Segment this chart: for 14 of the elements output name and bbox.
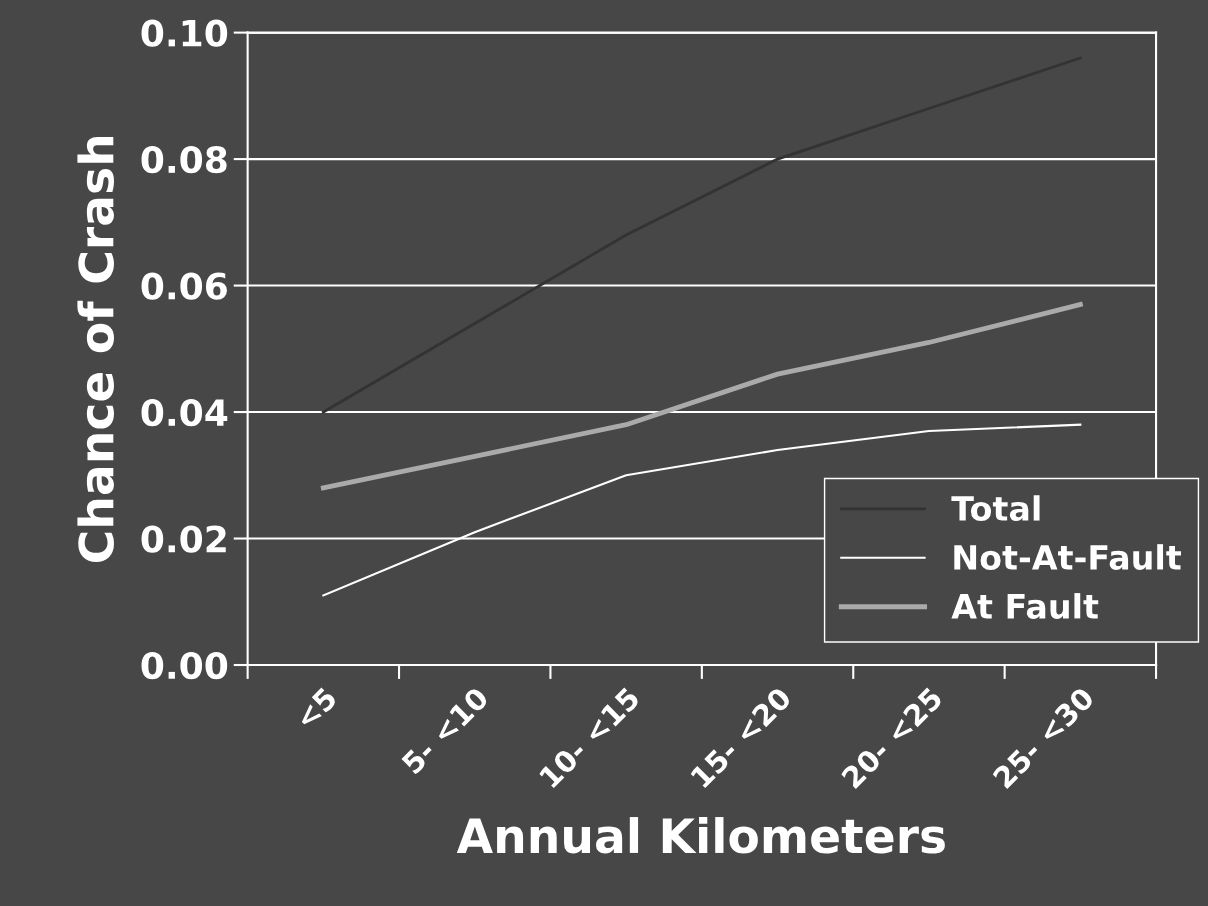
x-axis-title: Annual Kilometers xyxy=(456,817,945,854)
y-tick-label: 0.02 xyxy=(141,525,226,553)
legend-label: At Fault xyxy=(951,593,1099,619)
x-tick-label: <5 xyxy=(294,686,338,730)
y-tick-label: 0.00 xyxy=(141,651,228,680)
y-tick-label: 0.06 xyxy=(141,272,227,300)
line-series xyxy=(321,56,1082,414)
y-tick-label: 0.10 xyxy=(141,19,228,47)
y-tick-label: 0.04 xyxy=(141,398,228,427)
legend-label: Total xyxy=(951,495,1040,522)
line-series xyxy=(320,302,1083,491)
y-tick-label: 0.08 xyxy=(141,146,227,174)
y-axis-title: Chance of Crash xyxy=(77,136,114,563)
legend-label: Not-At-Fault xyxy=(954,544,1182,570)
